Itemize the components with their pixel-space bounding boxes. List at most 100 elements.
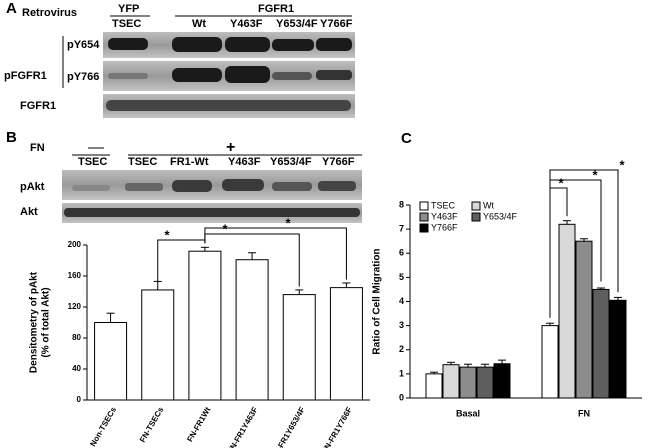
error-bar	[248, 252, 257, 260]
annotation: *	[592, 167, 598, 182]
x-tick-label: FN	[578, 408, 590, 418]
annotation: *	[285, 215, 291, 230]
bar	[609, 299, 627, 399]
lane-label: Wt	[192, 18, 206, 30]
label: FN	[30, 142, 45, 154]
error-bar	[481, 363, 489, 368]
y-axis-label: Ratio of Cell Migration	[372, 248, 383, 354]
y-tick-label: 160	[68, 271, 82, 280]
bar	[493, 363, 511, 399]
bar	[558, 223, 576, 399]
y-tick-label: 5	[399, 272, 404, 282]
x-tick-label: FN-TSECs	[138, 405, 166, 444]
error-bar	[464, 363, 472, 368]
y-tick-label: 8	[399, 199, 404, 209]
annotation: *	[222, 221, 228, 236]
bar	[476, 366, 494, 399]
bar	[282, 294, 316, 401]
legend-label: Y463F	[431, 211, 458, 221]
lane-label: TSEC	[128, 156, 157, 168]
row-label: pY654	[67, 39, 100, 51]
panel-label: A	[6, 0, 17, 17]
error-bar	[563, 220, 571, 225]
bar	[94, 322, 128, 401]
y-tick-label: 4	[399, 296, 404, 306]
legend-label: Wt	[483, 200, 494, 210]
bar	[592, 288, 610, 399]
lane-label: Y463F	[230, 18, 263, 30]
error-bar	[295, 289, 304, 295]
lane-label: TSEC	[112, 18, 141, 30]
bar	[141, 289, 175, 401]
legend-swatch	[419, 212, 429, 222]
lane-label: Y653/4F	[276, 18, 318, 30]
annotation: *	[558, 175, 564, 190]
y-tick-label: 80	[72, 333, 81, 342]
legend-label: Y766F	[431, 222, 458, 232]
bar	[541, 325, 559, 399]
bar	[188, 250, 222, 401]
y-tick-label: 3	[399, 320, 404, 330]
legend-label: Y653/4F	[483, 211, 518, 221]
error-bar	[614, 296, 622, 301]
y-tick-label: 7	[399, 224, 404, 234]
y-tick-label: 1	[399, 368, 404, 378]
row-label: FGFR1	[20, 100, 56, 112]
label: +	[226, 139, 235, 156]
label: FGFR1	[258, 3, 294, 15]
legend-swatch	[471, 212, 481, 222]
bar	[442, 364, 460, 399]
label: Retrovirus	[22, 7, 77, 19]
lane-label: Y463F	[228, 156, 261, 168]
x-tick-label: Basal	[456, 408, 480, 418]
error-bar	[498, 359, 506, 364]
lane-label: Y653/4F	[270, 156, 312, 168]
lane-label: Y766F	[320, 18, 353, 30]
bar	[235, 259, 269, 401]
panel-label: C	[401, 130, 412, 147]
significance-bracket	[204, 227, 347, 280]
bar	[425, 373, 443, 399]
row-label: pAkt	[20, 181, 45, 193]
lane-label: FR1-Wt	[170, 156, 209, 168]
bar	[459, 366, 477, 399]
y-tick-label: 2	[399, 344, 404, 354]
y-tick-label: 0	[399, 392, 404, 402]
bar	[575, 240, 593, 399]
error-bar	[342, 282, 351, 288]
legend-label: TSEC	[431, 200, 456, 210]
y-axis-label: (% of total Akt)	[41, 287, 52, 357]
significance-bracket	[549, 169, 619, 318]
lane-label: Y766F	[322, 156, 355, 168]
row-label: Akt	[20, 206, 38, 218]
label: YFP	[118, 3, 139, 15]
y-tick-label: 40	[72, 364, 81, 373]
legend-swatch	[471, 201, 481, 211]
panel-label: B	[6, 129, 17, 146]
y-tick-label: 0	[77, 395, 82, 404]
x-tick-label: FN-FR1Wt	[185, 405, 212, 443]
lane-label: TSEC	[78, 156, 107, 168]
error-bar	[106, 312, 115, 323]
legend-swatch	[419, 201, 429, 211]
error-bar	[546, 322, 554, 326]
legend-swatch	[419, 223, 429, 233]
x-tick-label: FN-FR1Y766F	[320, 405, 354, 448]
error-bar	[597, 287, 605, 290]
y-tick-label: 200	[68, 240, 82, 249]
x-tick-label: FN-FR1Y653/4F	[270, 405, 307, 448]
error-bar	[200, 246, 209, 252]
y-axis-label: Densitometry of pAkt	[29, 271, 40, 373]
error-bar	[447, 361, 455, 365]
x-tick-label: FN-FR1Y463F	[226, 405, 260, 448]
error-bar	[430, 371, 438, 374]
annotation: *	[164, 227, 170, 242]
bands	[106, 37, 352, 111]
error-bar	[153, 280, 162, 290]
row-label: pFGFR1	[4, 70, 47, 82]
x-tick-label: Non-TSECs	[88, 405, 118, 448]
annotation: *	[619, 157, 625, 172]
bar	[329, 287, 363, 401]
row-label: pY766	[67, 71, 99, 83]
